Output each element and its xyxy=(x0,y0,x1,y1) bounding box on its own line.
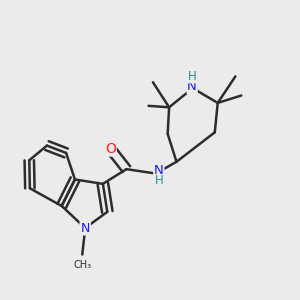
Text: O: O xyxy=(105,142,116,155)
Text: N: N xyxy=(187,80,197,93)
Text: H: H xyxy=(154,174,163,188)
Text: N: N xyxy=(154,164,164,177)
Text: N: N xyxy=(80,221,90,235)
Text: H: H xyxy=(188,70,197,83)
Text: CH₃: CH₃ xyxy=(73,260,91,270)
